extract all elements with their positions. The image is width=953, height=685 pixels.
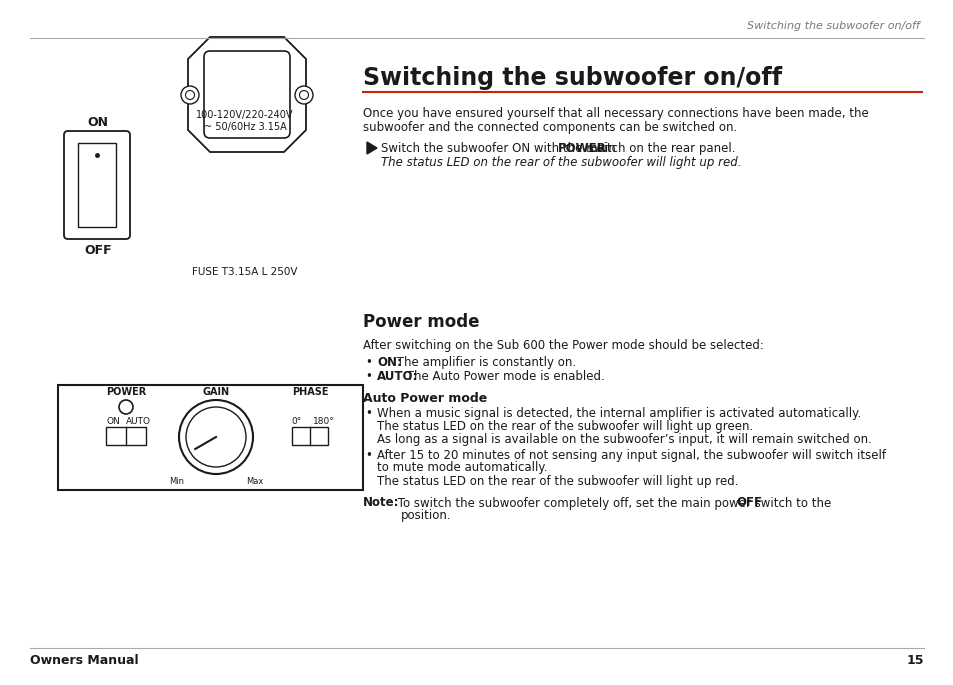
Text: The amplifier is constantly on.: The amplifier is constantly on. bbox=[393, 356, 575, 369]
Text: As long as a signal is available on the subwoofer’s input, it will remain switch: As long as a signal is available on the … bbox=[376, 432, 871, 445]
Polygon shape bbox=[367, 142, 376, 154]
Circle shape bbox=[299, 90, 308, 99]
Bar bbox=[78, 143, 116, 227]
Text: OFF: OFF bbox=[84, 243, 112, 256]
Text: 100-120V/220-240V: 100-120V/220-240V bbox=[196, 110, 294, 120]
Text: The status LED on the rear of the subwoofer will light up red.: The status LED on the rear of the subwoo… bbox=[376, 475, 738, 488]
Text: 180°: 180° bbox=[313, 416, 335, 425]
Text: The status LED on the rear of the subwoofer will light up red.: The status LED on the rear of the subwoo… bbox=[380, 155, 740, 169]
Bar bbox=[106, 427, 146, 445]
Text: AUTO: AUTO bbox=[126, 416, 151, 425]
Text: 0°: 0° bbox=[292, 416, 302, 425]
Circle shape bbox=[119, 400, 132, 414]
Text: •: • bbox=[365, 449, 372, 462]
Text: Switching the subwoofer on/off: Switching the subwoofer on/off bbox=[363, 66, 781, 90]
Circle shape bbox=[181, 86, 199, 104]
Text: ON:: ON: bbox=[376, 356, 401, 369]
Text: GAIN: GAIN bbox=[202, 387, 230, 397]
Text: AUTO:: AUTO: bbox=[376, 369, 418, 382]
Text: •: • bbox=[365, 406, 372, 419]
Text: ~ 50/60Hz 3.15A: ~ 50/60Hz 3.15A bbox=[203, 122, 286, 132]
Text: Auto Power mode: Auto Power mode bbox=[363, 392, 487, 405]
Text: position.: position. bbox=[400, 510, 451, 523]
Polygon shape bbox=[188, 37, 306, 152]
Text: After 15 to 20 minutes of not sensing any input signal, the subwoofer will switc: After 15 to 20 minutes of not sensing an… bbox=[376, 449, 885, 462]
Text: •: • bbox=[365, 356, 372, 369]
Text: The Auto Power mode is enabled.: The Auto Power mode is enabled. bbox=[402, 369, 604, 382]
Text: FUSE T3.15A L 250V: FUSE T3.15A L 250V bbox=[193, 267, 297, 277]
Text: Power mode: Power mode bbox=[363, 313, 479, 331]
Text: When a music signal is detected, the internal amplifier is activated automatical: When a music signal is detected, the int… bbox=[376, 406, 861, 419]
Text: Once you have ensured yourself that all necessary connections have been made, th: Once you have ensured yourself that all … bbox=[363, 106, 868, 119]
Circle shape bbox=[185, 90, 194, 99]
Text: to mute mode automatically.: to mute mode automatically. bbox=[376, 462, 547, 475]
Text: 15: 15 bbox=[905, 653, 923, 667]
Text: PHASE: PHASE bbox=[292, 387, 328, 397]
Text: •: • bbox=[365, 369, 372, 382]
Text: Owners Manual: Owners Manual bbox=[30, 653, 138, 667]
Text: OFF: OFF bbox=[736, 497, 761, 510]
Text: The status LED on the rear of the subwoofer will light up green.: The status LED on the rear of the subwoo… bbox=[376, 419, 753, 432]
Bar bbox=[292, 427, 328, 445]
Text: Note:: Note: bbox=[363, 497, 399, 510]
Text: Max: Max bbox=[246, 477, 263, 486]
Circle shape bbox=[294, 86, 313, 104]
Text: ON: ON bbox=[88, 116, 109, 129]
Text: ON: ON bbox=[106, 416, 120, 425]
Text: Switch the subwoofer ON with the main: Switch the subwoofer ON with the main bbox=[380, 142, 618, 155]
Text: Switching the subwoofer on/off: Switching the subwoofer on/off bbox=[746, 21, 919, 31]
Text: Min: Min bbox=[170, 477, 184, 486]
Circle shape bbox=[186, 407, 246, 467]
FancyBboxPatch shape bbox=[64, 131, 130, 239]
Text: subwoofer and the connected components can be switched on.: subwoofer and the connected components c… bbox=[363, 121, 737, 134]
Text: switch on the rear panel.: switch on the rear panel. bbox=[583, 142, 735, 155]
Bar bbox=[58, 385, 363, 490]
Text: To switch the subwoofer completely off, set the main power switch to the: To switch the subwoofer completely off, … bbox=[395, 497, 835, 510]
Text: After switching on the Sub 600 the Power mode should be selected:: After switching on the Sub 600 the Power… bbox=[363, 338, 763, 351]
FancyBboxPatch shape bbox=[204, 51, 290, 138]
Text: POWER: POWER bbox=[558, 142, 606, 155]
Circle shape bbox=[179, 400, 253, 474]
Text: POWER: POWER bbox=[106, 387, 146, 397]
